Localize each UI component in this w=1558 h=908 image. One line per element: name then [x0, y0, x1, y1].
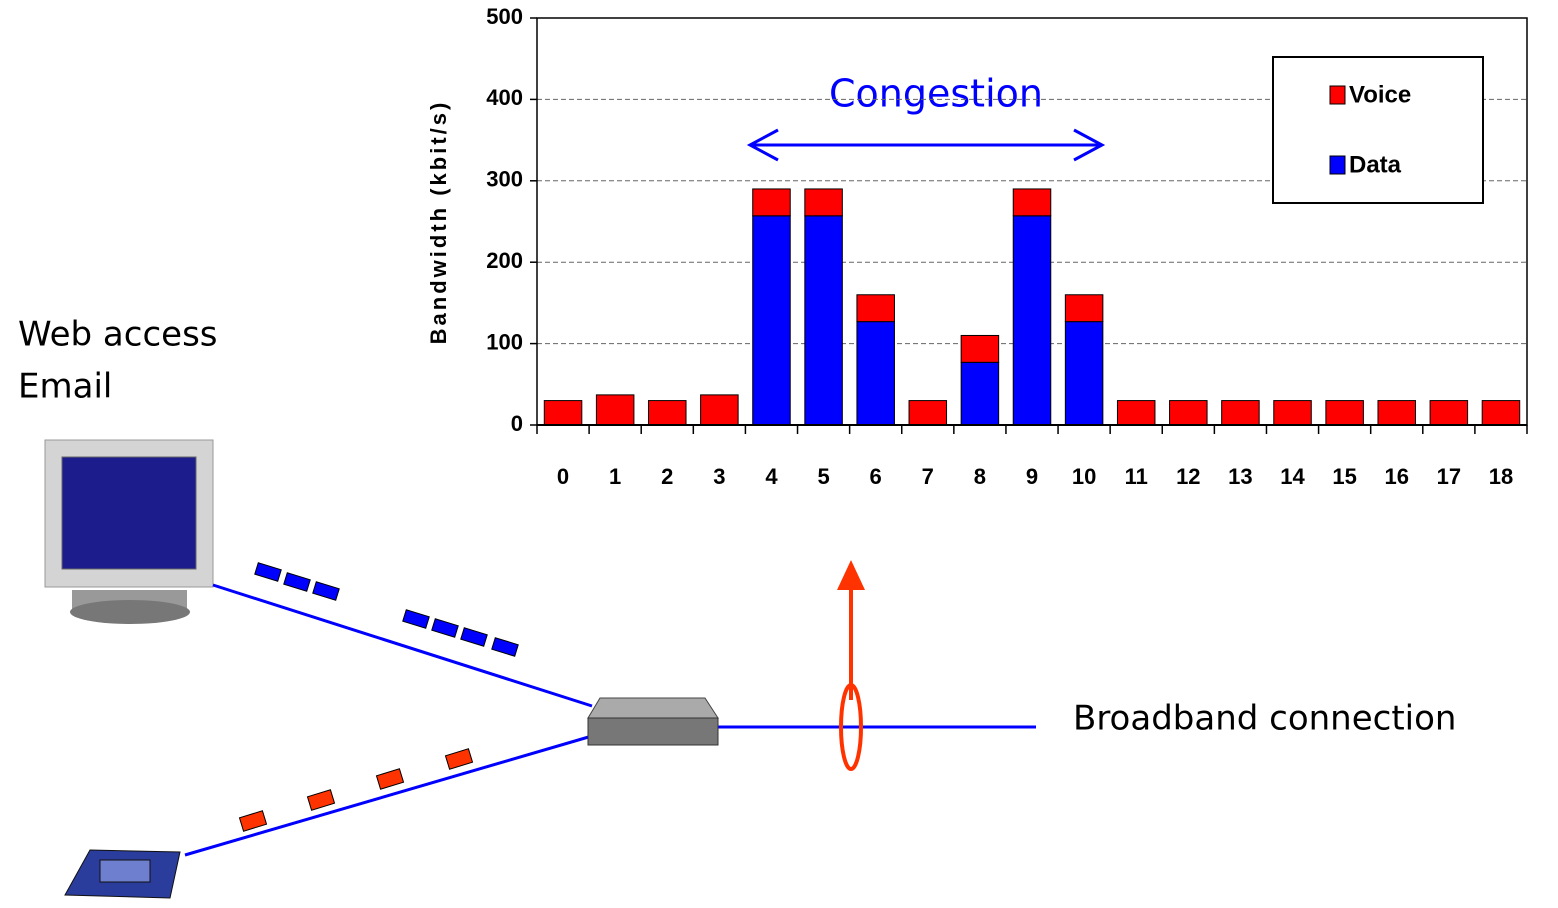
bar-segment — [648, 400, 687, 426]
bar-segment — [1221, 400, 1260, 426]
x-tick-label: 7 — [922, 464, 934, 489]
x-tick-label: 18 — [1489, 464, 1513, 489]
bar-segment — [752, 188, 791, 217]
y-tick-label: 400 — [486, 85, 523, 110]
switch-icon — [587, 697, 719, 746]
bar-segment — [1012, 188, 1052, 217]
computer-icon — [44, 439, 214, 624]
x-tick-label: 2 — [661, 464, 673, 489]
x-tick-label: 11 — [1125, 464, 1148, 489]
x-tick-label: 14 — [1280, 464, 1305, 489]
x-tick-label: 13 — [1228, 464, 1252, 489]
bar-segment — [1012, 215, 1052, 426]
x-tick-label: 10 — [1072, 464, 1096, 489]
bar-segment — [700, 394, 739, 426]
x-tick-label: 4 — [765, 464, 778, 489]
y-tick-label: 0 — [511, 411, 523, 436]
bar-segment — [960, 334, 1000, 363]
x-tick-label: 3 — [713, 464, 725, 489]
x-tick-label: 8 — [974, 464, 986, 489]
x-tick-label: 12 — [1176, 464, 1200, 489]
x-tick-label: 0 — [557, 464, 569, 489]
bar-segment — [1429, 400, 1469, 426]
bar-segment — [752, 215, 791, 426]
phone-icon — [64, 849, 181, 899]
links — [184, 583, 1036, 857]
x-tick-label: 5 — [817, 464, 829, 489]
legend-label: Data — [1349, 151, 1402, 178]
x-tick-label: 16 — [1384, 464, 1408, 489]
client-label: Web access — [18, 315, 218, 355]
legend-label: Voice — [1349, 81, 1411, 108]
bar-segment — [543, 400, 583, 426]
bar-segment — [1064, 321, 1104, 426]
bar-segment — [1064, 294, 1104, 323]
measurement-arrow — [837, 560, 865, 771]
data-packets — [254, 562, 519, 657]
bar-segment — [804, 215, 843, 426]
client-label: Email — [18, 367, 112, 407]
annotation: Congestion — [829, 72, 1043, 116]
y-tick-label: 300 — [486, 167, 523, 192]
bar-segment — [1325, 400, 1364, 426]
bar-segment — [856, 321, 895, 426]
bar-segment — [1116, 400, 1156, 426]
x-tick-label: 1 — [609, 464, 621, 489]
congestion-arrow — [746, 128, 1106, 162]
x-tick-label: 6 — [870, 464, 882, 489]
y-tick-label: 200 — [486, 248, 523, 273]
legend-swatch — [1329, 155, 1346, 175]
bar-segment — [1481, 400, 1521, 426]
y-tick-label: 100 — [486, 329, 523, 354]
x-tick-label: 15 — [1332, 464, 1356, 489]
bar-segment — [1377, 400, 1416, 426]
y-axis-label: Bandwidth (kbit/s) — [426, 100, 451, 345]
bar-segment — [804, 188, 843, 217]
bar-segment — [1169, 400, 1208, 426]
x-tick-label: 9 — [1026, 464, 1038, 489]
x-tick-label: 17 — [1437, 464, 1461, 489]
bar-segment — [595, 394, 635, 426]
bar-segment — [1273, 400, 1312, 426]
voice-packets — [238, 748, 474, 832]
bar-segment — [960, 361, 1000, 426]
y-tick-label: 500 — [486, 4, 523, 29]
bar-segment — [908, 400, 948, 426]
bar-segment — [856, 294, 895, 323]
legend-swatch — [1329, 85, 1346, 105]
legend-box — [1272, 56, 1484, 204]
link-label: Broadband connection — [1073, 699, 1456, 739]
